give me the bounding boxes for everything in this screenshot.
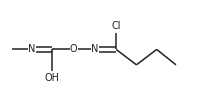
Text: O: O (70, 44, 78, 54)
Text: OH: OH (45, 73, 60, 83)
Bar (28, 43, 36, 56)
Text: N: N (28, 44, 36, 54)
Text: Cl: Cl (111, 21, 121, 31)
Bar (70, 43, 78, 56)
Text: N: N (91, 44, 99, 54)
Bar (91, 43, 99, 56)
Bar (45, 71, 59, 84)
Bar (110, 20, 122, 33)
